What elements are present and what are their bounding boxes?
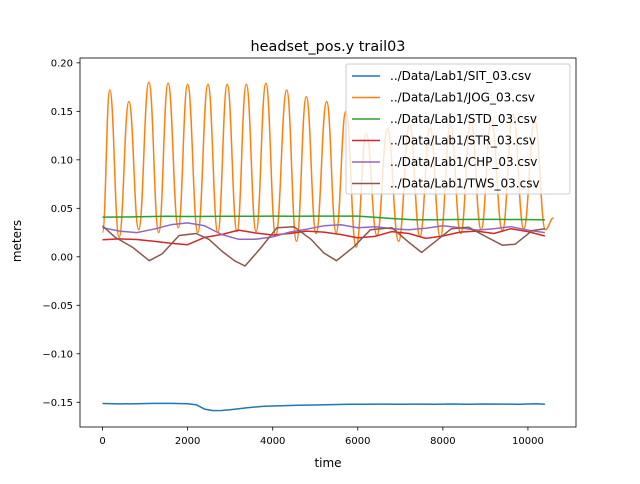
x-tick-label: 0 [99,436,105,447]
y-tick-label: 0.20 [51,58,73,69]
y-tick-label: −0.15 [42,398,73,409]
legend-label: ../Data/Lab1/STR_03.csv [390,134,536,148]
x-tick-label: 10000 [512,436,544,447]
series-line-6 [101,225,546,267]
axes-frame [79,57,577,428]
legend-label: ../Data/Lab1/CHP_03.csv [390,155,537,169]
x-tick-label: 8000 [430,436,455,447]
legend-label: ../Data/Lab1/TWS_03.csv [390,177,540,191]
y-tick-label: 0.15 [51,107,73,118]
series-line-1 [102,402,545,412]
x-axis-ticks: 0 2000 4000 6000 8000 10000 [99,427,544,447]
y-axis-label: meters [10,220,24,262]
x-tick-label: 6000 [345,436,370,447]
chart-title: headset_pos.y trail03 [251,39,406,55]
y-axis-ticks: −0.15 −0.10 −0.05 0.00 0.05 0.10 0.15 0.20 [42,58,80,409]
series-layer [101,81,554,412]
y-tick-label: 0.05 [51,204,73,215]
y-tick-label: −0.10 [42,349,73,360]
series-line-3 [102,215,545,221]
legend: ../Data/Lab1/SIT_03.csv ../Data/Lab1/JOG_… [345,63,571,195]
legend-label: ../Data/Lab1/JOG_03.csv [390,91,535,105]
x-tick-label: 4000 [260,436,285,447]
y-tick-label: −0.05 [42,301,73,312]
y-tick-label: 0.00 [51,252,73,263]
x-axis-label: time [314,456,341,470]
legend-entries: ../Data/Lab1/SIT_03.csv ../Data/Lab1/JOG_… [352,69,540,191]
y-tick-label: 0.10 [51,155,73,166]
legend-label: ../Data/Lab1/SIT_03.csv [390,69,531,83]
x-tick-label: 2000 [175,436,200,447]
legend-box [345,63,571,195]
series-line-4 [102,227,546,246]
legend-label: ../Data/Lab1/STD_03.csv [390,112,537,126]
